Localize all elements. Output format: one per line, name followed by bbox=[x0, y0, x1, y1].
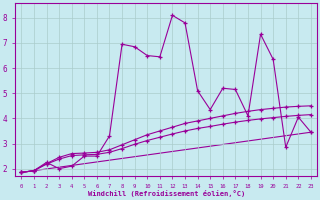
X-axis label: Windchill (Refroidissement éolien,°C): Windchill (Refroidissement éolien,°C) bbox=[87, 190, 245, 197]
